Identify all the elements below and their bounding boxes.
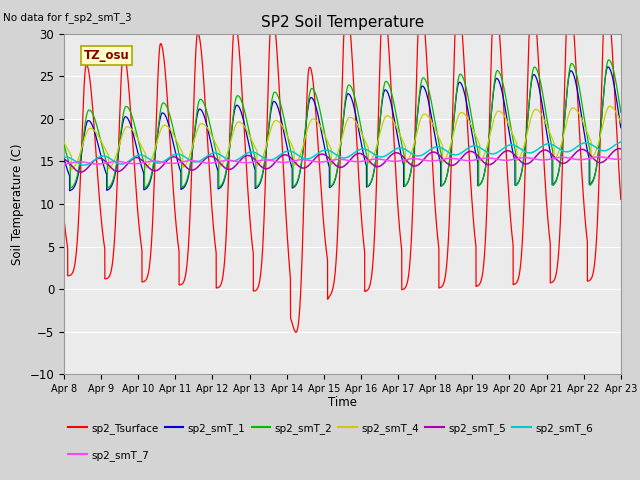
Legend: sp2_smT_7: sp2_smT_7 xyxy=(64,446,153,465)
X-axis label: Time: Time xyxy=(328,396,357,408)
Text: No data for f_sp2_smT_3: No data for f_sp2_smT_3 xyxy=(3,12,132,23)
Y-axis label: Soil Temperature (C): Soil Temperature (C) xyxy=(11,143,24,265)
Text: TZ_osu: TZ_osu xyxy=(83,49,129,62)
Title: SP2 Soil Temperature: SP2 Soil Temperature xyxy=(260,15,424,30)
